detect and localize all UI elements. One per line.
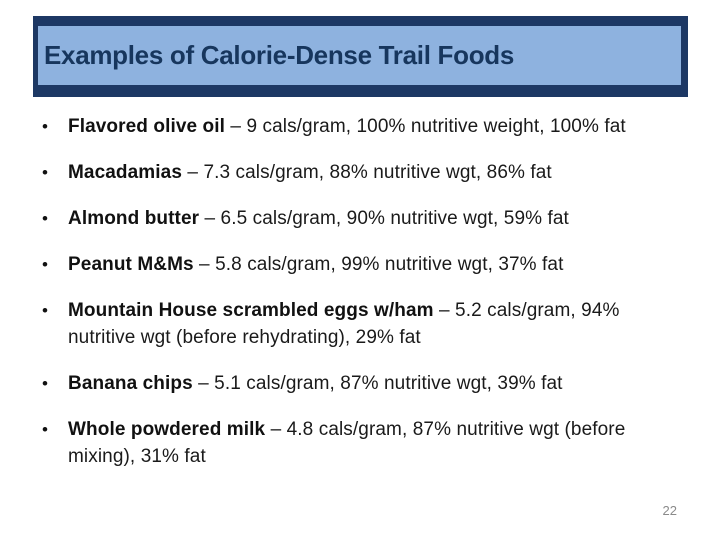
bullet-food-name: Banana chips bbox=[68, 373, 193, 394]
bullet-food-name: Macadamias bbox=[68, 162, 183, 183]
bullet-item-mountain-house-eggs: • Mountain House scrambled eggs w/ham – … bbox=[42, 297, 667, 351]
bullet-dot: • bbox=[42, 117, 49, 136]
bullet-dot: • bbox=[42, 163, 49, 182]
slide-title: Examples of Calorie-Dense Trail Foods bbox=[44, 40, 515, 70]
bullet-dot: • bbox=[42, 209, 49, 228]
bullet-food-name: Peanut M&Ms bbox=[68, 254, 194, 275]
bullet-dot: • bbox=[42, 255, 49, 274]
bullet-item-banana-chips: • Banana chips – 5.1 cals/gram, 87% nutr… bbox=[42, 370, 667, 397]
bullet-details: – 5.1 cals/gram, 87% nutritive wgt, 39% … bbox=[192, 373, 563, 394]
bullet-details: – 7.3 cals/gram, 88% nutritive wgt, 86% … bbox=[182, 162, 552, 183]
bullet-food-name: Almond butter bbox=[68, 208, 200, 229]
bullet-list: • Flavored olive oil – 9 cals/gram, 100%… bbox=[42, 113, 667, 489]
page-number: 22 bbox=[662, 503, 677, 518]
bullet-item-flavored-olive-oil: • Flavored olive oil – 9 cals/gram, 100%… bbox=[42, 113, 667, 140]
bullet-details: – 9 cals/gram, 100% nutritive weight, 10… bbox=[225, 116, 626, 137]
title-banner: Examples of Calorie-Dense Trail Foods bbox=[33, 16, 688, 97]
bullet-item-macadamias: • Macadamias – 7.3 cals/gram, 88% nutrit… bbox=[42, 159, 667, 186]
bullet-details: – 5.8 cals/gram, 99% nutritive wgt, 37% … bbox=[193, 254, 564, 275]
bullet-food-name: Flavored olive oil bbox=[68, 116, 226, 137]
bullet-dot: • bbox=[42, 420, 49, 439]
bullet-details: – 5.2 cals/gram, 94% bbox=[433, 300, 620, 321]
bullet-item-almond-butter: • Almond butter – 6.5 cals/gram, 90% nut… bbox=[42, 205, 667, 232]
bullet-details: – 4.8 cals/gram, 87% nutritive wgt (befo… bbox=[265, 419, 626, 440]
bullet-food-name: Mountain House scrambled eggs w/ham bbox=[68, 300, 434, 321]
bullet-details-line2: nutritive wgt (before rehydrating), 29% … bbox=[68, 327, 421, 348]
bullet-details-line2: mixing), 31% fat bbox=[68, 446, 206, 467]
bullet-dot: • bbox=[42, 374, 49, 393]
bullet-dot: • bbox=[42, 301, 49, 320]
bullet-item-whole-powdered-milk: • Whole powdered milk – 4.8 cals/gram, 8… bbox=[42, 416, 667, 470]
bullet-details: – 6.5 cals/gram, 90% nutritive wgt, 59% … bbox=[199, 208, 569, 229]
bullet-food-name: Whole powdered milk bbox=[68, 419, 266, 440]
bullet-item-peanut-mms: • Peanut M&Ms – 5.8 cals/gram, 99% nutri… bbox=[42, 251, 667, 278]
